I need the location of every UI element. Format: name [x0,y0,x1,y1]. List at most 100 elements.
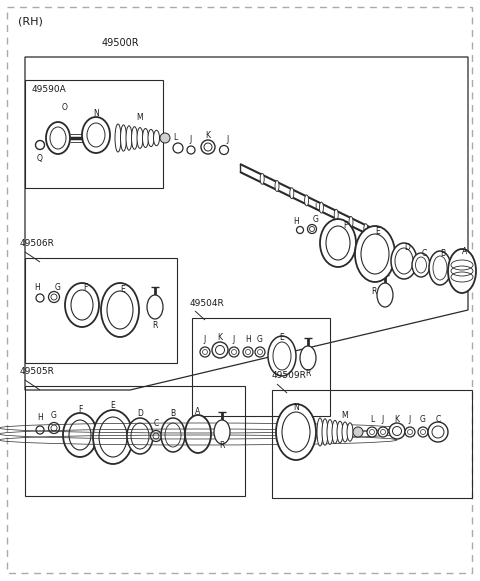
Text: L: L [370,415,374,425]
Text: 49500R: 49500R [102,38,140,48]
Ellipse shape [93,410,133,464]
Text: 49505R: 49505R [20,368,55,376]
Ellipse shape [322,419,328,445]
Circle shape [212,342,228,358]
Text: G: G [313,216,319,224]
Text: H: H [245,335,251,345]
Ellipse shape [355,226,395,282]
Text: K: K [205,131,211,141]
Ellipse shape [276,404,316,460]
Text: H: H [34,282,40,292]
Circle shape [151,431,161,442]
Ellipse shape [300,346,316,370]
Ellipse shape [120,125,127,151]
Text: R: R [372,288,377,296]
Circle shape [201,140,215,154]
Text: G: G [420,415,426,425]
Ellipse shape [126,126,132,150]
Ellipse shape [154,130,159,146]
Text: A: A [462,248,468,256]
Ellipse shape [342,422,348,442]
Text: M: M [137,113,144,123]
Circle shape [48,292,60,303]
Ellipse shape [185,415,211,453]
Text: E: E [376,228,380,236]
Text: 49509R: 49509R [272,371,307,381]
Text: M: M [342,411,348,421]
Ellipse shape [143,128,148,148]
Text: Q: Q [37,153,43,163]
Ellipse shape [115,124,121,152]
Text: D: D [404,242,410,252]
Text: K: K [217,333,223,343]
Ellipse shape [268,336,296,376]
Text: R: R [152,321,158,329]
Ellipse shape [412,253,430,277]
Circle shape [308,224,316,234]
Ellipse shape [46,122,70,154]
Circle shape [229,347,239,357]
Ellipse shape [332,421,338,444]
Ellipse shape [147,295,163,319]
Text: F: F [343,221,347,229]
Text: J: J [190,135,192,145]
Text: E: E [110,401,115,411]
Ellipse shape [391,243,417,279]
Text: F: F [83,282,87,292]
Bar [25,258,177,363]
Text: K: K [395,415,399,425]
Text: 49590A: 49590A [32,85,67,95]
Text: C: C [421,249,427,257]
Circle shape [405,427,415,437]
Circle shape [389,423,405,439]
Text: R: R [305,368,311,378]
Ellipse shape [161,418,185,452]
Ellipse shape [347,423,353,441]
Text: L: L [173,134,177,142]
Ellipse shape [137,128,143,148]
Text: J: J [382,415,384,425]
Text: J: J [233,335,235,345]
Text: 49504R: 49504R [190,299,225,307]
Text: J: J [409,415,411,425]
Ellipse shape [305,195,309,206]
Text: N: N [293,403,299,413]
Bar [25,386,245,496]
Ellipse shape [349,217,353,228]
Ellipse shape [132,127,137,149]
Ellipse shape [317,418,323,446]
Circle shape [418,427,428,437]
Circle shape [160,133,170,143]
Ellipse shape [364,224,368,235]
Bar [25,80,163,188]
Text: E: E [120,285,125,295]
Text: D: D [137,410,143,418]
Ellipse shape [101,283,139,337]
Text: R: R [219,442,225,450]
Ellipse shape [320,219,356,267]
Circle shape [367,427,377,437]
Text: C: C [154,418,158,428]
Text: A: A [195,407,201,415]
Text: J: J [227,135,229,145]
Text: H: H [293,217,299,225]
Text: F: F [78,404,82,414]
Ellipse shape [127,418,153,454]
Ellipse shape [148,130,154,146]
Circle shape [378,427,388,437]
Text: J: J [204,335,206,345]
Text: 49506R: 49506R [20,239,55,249]
Ellipse shape [82,117,110,153]
Ellipse shape [334,209,338,220]
Ellipse shape [429,251,451,285]
Ellipse shape [260,173,264,184]
Ellipse shape [290,188,294,199]
Circle shape [243,347,253,357]
Ellipse shape [377,283,393,307]
Text: I: I [314,203,316,213]
Circle shape [255,347,265,357]
Circle shape [428,422,448,442]
Bar [272,390,472,498]
Text: H: H [37,414,43,422]
Text: G: G [51,411,57,419]
